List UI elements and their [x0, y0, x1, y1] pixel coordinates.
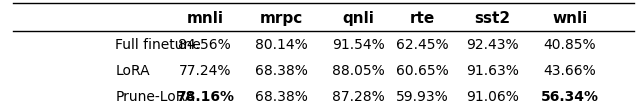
Text: 91.06%: 91.06% [467, 90, 519, 104]
Text: Prune-LoRA: Prune-LoRA [115, 90, 195, 104]
Text: 92.43%: 92.43% [467, 38, 519, 52]
Text: sst2: sst2 [475, 11, 511, 26]
Text: Full finetune: Full finetune [115, 38, 201, 52]
Text: 62.45%: 62.45% [396, 38, 449, 52]
Text: qnli: qnli [342, 11, 374, 26]
Text: 77.24%: 77.24% [179, 64, 231, 78]
Text: 91.54%: 91.54% [332, 38, 385, 52]
Text: 43.66%: 43.66% [543, 64, 596, 78]
Text: 91.63%: 91.63% [467, 64, 519, 78]
Text: 84.56%: 84.56% [179, 38, 231, 52]
Text: wnli: wnli [552, 11, 588, 26]
Text: 78.16%: 78.16% [176, 90, 234, 104]
Text: 88.05%: 88.05% [332, 64, 385, 78]
Text: mrpc: mrpc [260, 11, 303, 26]
Text: 60.65%: 60.65% [396, 64, 449, 78]
Text: 80.14%: 80.14% [255, 38, 308, 52]
Text: 87.28%: 87.28% [332, 90, 385, 104]
Text: 68.38%: 68.38% [255, 64, 308, 78]
Text: 68.38%: 68.38% [255, 90, 308, 104]
Text: 40.85%: 40.85% [543, 38, 596, 52]
Text: 56.34%: 56.34% [541, 90, 598, 104]
Text: mnli: mnli [186, 11, 223, 26]
Text: 59.93%: 59.93% [396, 90, 449, 104]
Text: rte: rte [410, 11, 435, 26]
Text: LoRA: LoRA [115, 64, 150, 78]
